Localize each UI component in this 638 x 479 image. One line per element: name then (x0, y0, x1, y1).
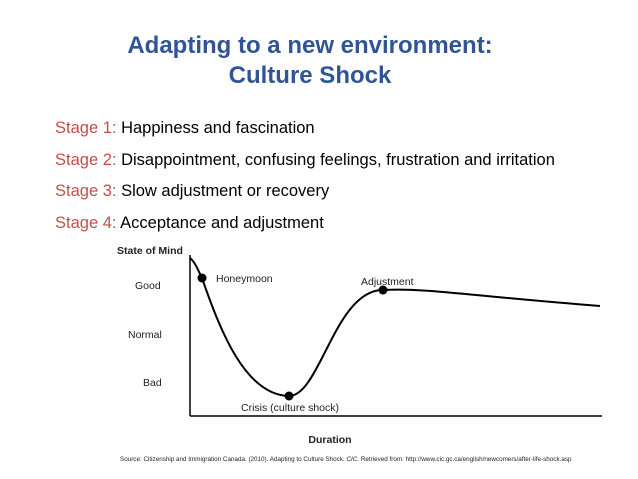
source-text: Retrieved from: http://www.cic.gc.ca/eng… (359, 456, 572, 463)
point (284, 391, 294, 401)
stage-text: Disappointment, confusing feelings, frus… (121, 151, 555, 169)
stage-label: Stage 2: (55, 151, 116, 169)
source-text: Source: Citizenship and Immigration Cana… (120, 456, 346, 463)
point (378, 285, 388, 295)
stage: Stage 4: Acceptance and adjustment (55, 214, 324, 232)
y-level: Good (135, 280, 161, 292)
y-axis-title: State of Mind (117, 245, 183, 257)
point-label: Adjustment (361, 276, 414, 288)
stage: Stage 2: Disappointment, confusing feeli… (55, 151, 555, 169)
title-line: Culture Shock (229, 62, 392, 89)
stage-label: Stage 3: (55, 182, 116, 200)
x-axis-title: Duration (308, 434, 351, 446)
diagram: State of Mind Good Normal Bad Honeymoon … (117, 245, 602, 446)
point-label: Honeymoon (216, 273, 273, 285)
stage-label: Stage 4: (55, 214, 116, 232)
title-line: Adapting to a new environment: (127, 32, 492, 59)
y-level: Normal (128, 329, 162, 341)
stage: Stage 1: Happiness and fascination (55, 119, 315, 137)
point (197, 273, 207, 283)
stage-list: Stage 1: Happiness and fascination Stage… (55, 119, 555, 232)
stage-label: Stage 1: (55, 119, 116, 137)
stage-text: Slow adjustment or recovery (121, 182, 330, 200)
stage: Stage 3: Slow adjustment or recovery (55, 182, 330, 200)
y-level: Bad (143, 377, 162, 389)
point-label: Crisis (culture shock) (241, 402, 339, 414)
source-text: CIC. (346, 456, 359, 463)
source: Source: Citizenship and Immigration Cana… (120, 456, 572, 463)
stage-text: Acceptance and adjustment (120, 214, 324, 232)
stage-text: Happiness and fascination (121, 119, 315, 137)
